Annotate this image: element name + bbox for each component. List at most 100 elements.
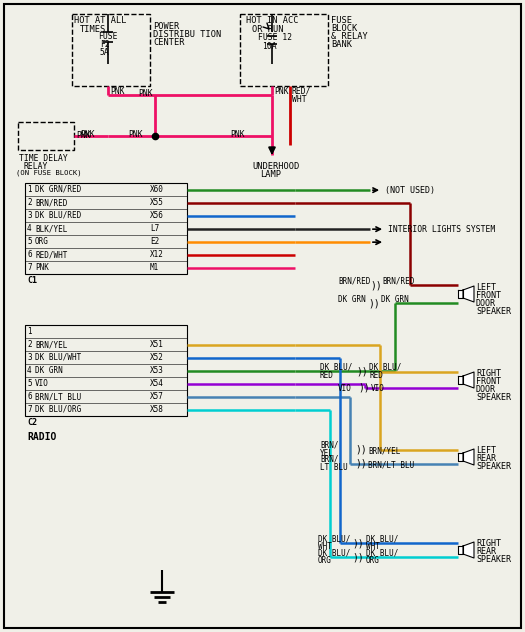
Text: )): )): [358, 383, 370, 393]
Text: DK BLU/: DK BLU/: [320, 363, 352, 372]
Text: M1: M1: [150, 263, 159, 272]
Text: C1: C1: [27, 276, 37, 285]
Text: PNK: PNK: [80, 130, 94, 139]
Text: FUSE 12: FUSE 12: [258, 33, 292, 42]
Text: X53: X53: [150, 366, 164, 375]
Text: PNK: PNK: [35, 263, 49, 272]
Text: ORG: ORG: [35, 237, 49, 246]
Polygon shape: [463, 286, 474, 302]
Text: TIMES: TIMES: [80, 25, 106, 34]
Text: BRN/RED: BRN/RED: [35, 198, 67, 207]
Text: PNK: PNK: [110, 87, 124, 96]
Text: BRN/LT BLU: BRN/LT BLU: [368, 460, 414, 469]
Text: 5: 5: [27, 379, 32, 388]
Text: 3: 3: [27, 211, 32, 220]
Text: (NOT USED): (NOT USED): [385, 186, 435, 195]
Text: 5A: 5A: [100, 48, 110, 57]
Polygon shape: [458, 546, 463, 554]
Text: X51: X51: [150, 340, 164, 349]
Text: SPEAKER: SPEAKER: [476, 555, 511, 564]
Text: RED: RED: [320, 371, 334, 380]
Text: ORG: ORG: [366, 556, 380, 565]
Text: DK GRN: DK GRN: [338, 295, 366, 304]
Text: 3: 3: [27, 353, 32, 362]
Text: DOOR: DOOR: [476, 385, 496, 394]
Text: PNK: PNK: [76, 131, 91, 140]
Text: X58: X58: [150, 405, 164, 414]
Text: RIGHT: RIGHT: [476, 539, 501, 548]
Text: WHT: WHT: [292, 95, 307, 104]
Text: 4: 4: [27, 224, 32, 233]
Text: RIGHT: RIGHT: [476, 369, 501, 378]
Text: X57: X57: [150, 392, 164, 401]
Text: VIO: VIO: [371, 384, 385, 393]
Text: FUSE: FUSE: [98, 32, 118, 41]
Text: )): )): [370, 280, 382, 290]
Text: PNK: PNK: [128, 130, 143, 139]
Text: RELAY: RELAY: [23, 162, 47, 171]
Text: SPEAKER: SPEAKER: [476, 462, 511, 471]
Text: DISTRIBU TION: DISTRIBU TION: [153, 30, 221, 39]
Text: DK BLU/: DK BLU/: [318, 548, 350, 557]
Text: LEFT: LEFT: [476, 283, 496, 292]
Text: FRONT: FRONT: [476, 291, 501, 300]
Text: 7: 7: [27, 263, 32, 272]
Text: SPEAKER: SPEAKER: [476, 393, 511, 402]
Text: C2: C2: [27, 418, 37, 427]
Text: 7: 7: [27, 405, 32, 414]
Polygon shape: [458, 290, 463, 298]
Text: L7: L7: [150, 224, 159, 233]
Text: X56: X56: [150, 211, 164, 220]
Text: FUSE: FUSE: [331, 16, 352, 25]
Text: )): )): [352, 552, 364, 562]
Text: BRN/: BRN/: [320, 455, 339, 464]
Text: DK BLU/: DK BLU/: [369, 363, 402, 372]
Text: 10A: 10A: [262, 42, 277, 51]
Polygon shape: [463, 372, 474, 388]
Text: DK GRN/RED: DK GRN/RED: [35, 185, 81, 194]
Text: 2: 2: [27, 340, 32, 349]
Text: E2: E2: [150, 237, 159, 246]
Text: 6: 6: [27, 392, 32, 401]
Text: LEFT: LEFT: [476, 446, 496, 455]
Text: DK BLU/WHT: DK BLU/WHT: [35, 353, 81, 362]
Polygon shape: [458, 376, 463, 384]
Text: BRN/YEL: BRN/YEL: [368, 446, 401, 455]
Text: X54: X54: [150, 379, 164, 388]
Text: DK BLU/: DK BLU/: [366, 534, 398, 543]
Text: 6: 6: [27, 250, 32, 259]
Text: TIME DELAY: TIME DELAY: [19, 154, 68, 163]
Text: PNK: PNK: [138, 89, 153, 98]
Text: 1: 1: [27, 185, 32, 194]
Text: WHT: WHT: [366, 542, 380, 551]
Text: LAMP: LAMP: [260, 170, 281, 179]
Text: DK BLU/: DK BLU/: [366, 548, 398, 557]
Text: PNK: PNK: [274, 87, 289, 96]
Text: 4: 4: [27, 366, 32, 375]
Text: X55: X55: [150, 198, 164, 207]
Text: HOT AT ALL: HOT AT ALL: [74, 16, 127, 25]
Text: REAR: REAR: [476, 547, 496, 556]
Text: X52: X52: [150, 353, 164, 362]
Text: SPEAKER: SPEAKER: [476, 307, 511, 316]
Polygon shape: [458, 453, 463, 461]
Text: BLOCK: BLOCK: [331, 24, 357, 33]
Text: )): )): [352, 538, 364, 548]
Text: INTERIOR LIGHTS SYSTEM: INTERIOR LIGHTS SYSTEM: [388, 225, 495, 234]
Text: F2: F2: [100, 40, 110, 49]
Text: LT BLU: LT BLU: [320, 463, 348, 472]
Text: UNDERHOOD: UNDERHOOD: [252, 162, 299, 171]
Text: BRN/RED: BRN/RED: [338, 277, 370, 286]
Text: )): )): [355, 459, 367, 469]
Text: HOT IN ACC: HOT IN ACC: [246, 16, 299, 25]
Text: CENTER: CENTER: [153, 38, 184, 47]
Text: PNK: PNK: [230, 130, 245, 139]
Text: RED/: RED/: [292, 87, 311, 96]
Polygon shape: [463, 542, 474, 558]
Text: POWER: POWER: [153, 22, 179, 31]
Text: FRONT: FRONT: [476, 377, 501, 386]
Text: DK BLU/RED: DK BLU/RED: [35, 211, 81, 220]
Text: OR RUN: OR RUN: [252, 25, 284, 34]
Text: 1: 1: [27, 327, 32, 336]
Text: )): )): [368, 298, 380, 308]
